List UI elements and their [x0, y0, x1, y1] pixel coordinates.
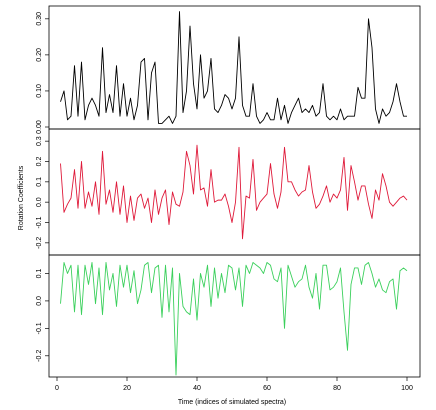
panel-middle: -0.2 -0.1 0.0 0.1 0.2 0.3: [36, 128, 421, 256]
panel-frame: [48, 254, 421, 378]
y-tick-label: 0.00: [36, 120, 43, 134]
x-tick-label: 100: [401, 385, 413, 392]
x-tick-label: 0: [55, 385, 59, 392]
y-tick-label: 0.2: [36, 157, 43, 167]
panel-frame: [48, 128, 421, 256]
y-tick-label: -0.2: [36, 237, 43, 249]
series-line-top: [60, 11, 407, 124]
y-axis-title: Rotation Coefficients: [18, 165, 25, 230]
y-tick-label: 0.0: [36, 197, 43, 207]
x-axis-title: Time (indices of simulated spectra): [178, 399, 286, 406]
series-line-bottom: [60, 262, 408, 376]
x-tick-label: 80: [333, 385, 341, 392]
panel-bottom: -0.2 -0.1 0.0 0.1: [36, 254, 421, 378]
y-tick-label: 0.1: [36, 268, 43, 278]
y-tick-label: 0.30: [36, 12, 43, 26]
y-tick-label: -0.1: [36, 322, 43, 334]
y-tick-label: 0.0: [36, 296, 43, 306]
panel-frame: [48, 5, 421, 130]
panel-top: 0.00 0.10 0.20 0.30: [36, 5, 421, 134]
x-tick-label: 20: [123, 385, 131, 392]
x-tick-label: 40: [193, 385, 201, 392]
y-tick-label: 0.20: [36, 48, 43, 62]
x-tick-label: 60: [263, 385, 271, 392]
x-axis: 0 20 40 60 80 100: [55, 377, 413, 392]
series-line-middle: [60, 144, 408, 240]
chart-panels: 0.000.100.200.30-0.2-0.10.00.10.20.3-0.2…: [36, 5, 421, 378]
y-tick-label: -0.1: [36, 216, 43, 228]
y-tick-label: 0.1: [36, 177, 43, 187]
y-tick-label: -0.2: [36, 350, 43, 362]
y-tick-label: 0.3: [36, 136, 43, 146]
y-tick-label: 0.10: [36, 84, 43, 98]
